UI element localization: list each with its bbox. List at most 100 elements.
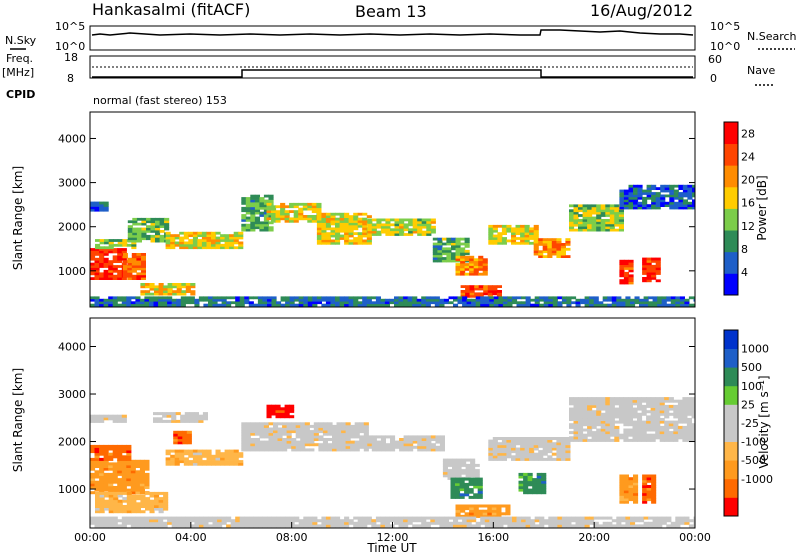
data-cell xyxy=(266,407,272,411)
data-cell xyxy=(529,447,535,451)
data-cell xyxy=(441,247,447,251)
data-cell xyxy=(614,219,620,222)
data-cell xyxy=(350,443,356,447)
data-cell xyxy=(99,488,105,492)
data-cell xyxy=(542,243,548,246)
data-cell xyxy=(375,524,381,528)
data-cell xyxy=(637,192,643,195)
data-cell xyxy=(496,290,502,293)
data-cell xyxy=(659,412,665,416)
data-cell xyxy=(473,485,479,489)
data-cell xyxy=(126,510,132,514)
data-cell xyxy=(325,237,331,240)
data-cell xyxy=(104,246,110,250)
data-cell xyxy=(126,478,132,482)
data-cell xyxy=(245,216,251,220)
data-cell xyxy=(506,224,512,228)
data-cell xyxy=(573,211,579,215)
data-cell xyxy=(675,524,681,528)
data-cell xyxy=(497,450,503,454)
data-cell xyxy=(619,269,625,273)
data-cell xyxy=(578,404,584,408)
data-cell xyxy=(607,296,613,300)
data-cell xyxy=(430,521,436,525)
data-cell xyxy=(593,303,599,307)
data-cell xyxy=(470,471,476,475)
data-cell xyxy=(311,207,317,211)
data-cell xyxy=(375,519,381,523)
data-cell xyxy=(465,292,471,296)
data-cell xyxy=(112,444,118,448)
data-cell xyxy=(284,205,290,209)
data-cell xyxy=(157,417,163,421)
data-cell xyxy=(139,483,145,487)
power-colorbar-swatch xyxy=(724,273,738,296)
data-cell xyxy=(637,404,643,408)
data-cell xyxy=(475,298,481,302)
data-cell xyxy=(103,467,109,471)
data-cell xyxy=(605,412,611,416)
data-cell xyxy=(623,412,629,416)
data-cell xyxy=(468,490,474,494)
data-cell xyxy=(421,524,427,528)
data-cell xyxy=(460,509,466,513)
data-cell xyxy=(551,238,557,241)
data-cell xyxy=(466,519,472,523)
data-cell xyxy=(90,475,96,479)
data-cell xyxy=(646,474,652,478)
data-cell xyxy=(614,399,620,403)
data-cell xyxy=(614,415,620,419)
data-cell xyxy=(677,436,683,440)
data-cell xyxy=(507,521,513,525)
data-cell xyxy=(692,187,695,190)
data-cell xyxy=(188,239,194,242)
data-cell xyxy=(132,222,138,226)
data-cell xyxy=(312,524,318,528)
power-colorbar-swatch xyxy=(724,230,738,253)
data-cell xyxy=(150,227,156,231)
data-cell xyxy=(639,303,645,307)
data-cell xyxy=(233,454,239,458)
data-cell xyxy=(149,283,155,286)
data-cell xyxy=(677,407,683,411)
data-cell xyxy=(313,430,319,434)
data-cell xyxy=(282,445,288,449)
data-cell xyxy=(103,472,109,476)
data-cell xyxy=(682,201,688,205)
data-cell xyxy=(505,512,511,516)
data-cell xyxy=(642,487,648,491)
data-cell xyxy=(221,521,227,525)
y-tick-label: 2000 xyxy=(58,221,86,234)
data-cell xyxy=(271,303,277,307)
data-cell xyxy=(184,419,190,423)
data-cell xyxy=(363,438,369,441)
data-cell xyxy=(336,448,342,452)
data-cell xyxy=(618,221,624,225)
data-cell xyxy=(344,227,350,231)
data-cell xyxy=(250,440,256,444)
data-cell xyxy=(524,224,530,228)
data-cell xyxy=(208,519,214,523)
data-cell xyxy=(439,524,445,528)
data-cell xyxy=(90,298,96,302)
data-cell xyxy=(390,223,396,227)
data-cell xyxy=(659,438,665,442)
data-cell xyxy=(421,519,427,523)
data-cell xyxy=(675,516,681,520)
data-cell xyxy=(298,524,304,528)
data-cell xyxy=(330,234,336,238)
data-cell xyxy=(257,296,263,300)
data-cell xyxy=(673,194,679,198)
data-cell xyxy=(362,296,368,300)
data-cell xyxy=(634,301,640,305)
data-cell xyxy=(162,412,168,416)
data-cell xyxy=(271,219,277,223)
data-cell xyxy=(482,270,488,274)
data-cell xyxy=(569,216,575,220)
data-cell xyxy=(464,265,470,269)
data-cell xyxy=(596,415,602,419)
data-cell xyxy=(482,260,488,264)
data-cell xyxy=(548,296,554,300)
data-cell xyxy=(390,448,396,452)
data-cell xyxy=(250,448,256,452)
